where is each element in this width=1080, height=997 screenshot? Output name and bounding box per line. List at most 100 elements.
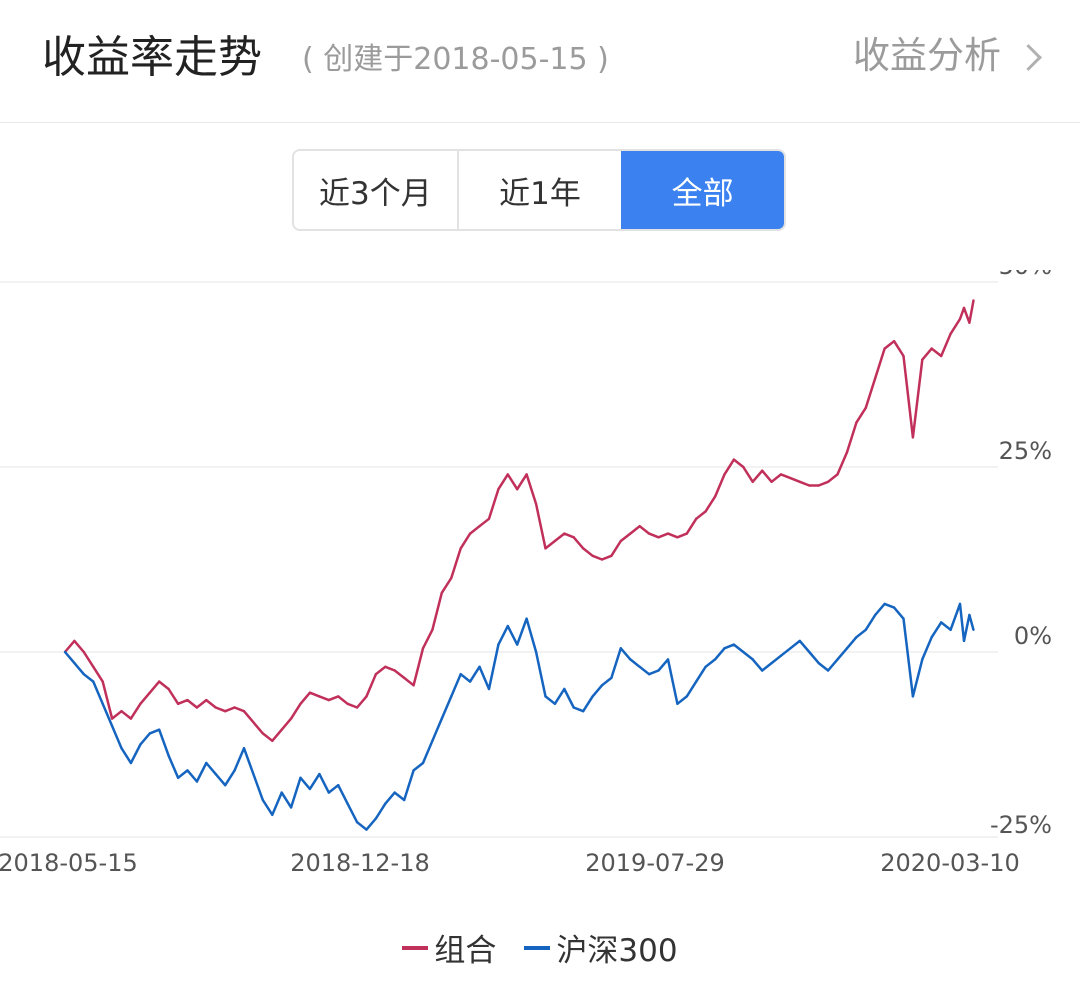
data-point-portfolio xyxy=(327,698,330,702)
period-tabs: 近3个月 近1年 全部 xyxy=(292,149,786,231)
data-point-csi300 xyxy=(855,636,858,639)
tab-all[interactable]: 全部 xyxy=(621,151,784,229)
data-point-portfolio xyxy=(337,695,340,698)
tab-1-year[interactable]: 近1年 xyxy=(456,151,622,229)
data-point-portfolio xyxy=(657,536,660,539)
data-point-portfolio xyxy=(638,525,641,528)
data-point-portfolio xyxy=(647,532,651,535)
data-point-csi300 xyxy=(487,687,491,691)
data-point-portfolio xyxy=(826,480,830,483)
data-point-portfolio xyxy=(384,665,387,668)
legend-item-portfolio[interactable]: 组合 xyxy=(402,925,496,970)
data-point-portfolio xyxy=(883,347,886,350)
legend-item-csi300[interactable]: 沪深300 xyxy=(524,925,678,970)
data-point-portfolio xyxy=(176,702,180,705)
return-analysis-link[interactable]: 收益分析 xyxy=(853,31,1042,81)
data-point-csi300 xyxy=(289,806,293,809)
data-point-portfolio xyxy=(972,299,975,302)
data-point-csi300 xyxy=(563,687,566,691)
data-point-csi300 xyxy=(327,791,330,794)
data-point-portfolio xyxy=(939,354,943,358)
data-point-csi300 xyxy=(299,776,302,779)
data-point-portfolio xyxy=(817,484,820,487)
data-point-csi300 xyxy=(751,658,754,661)
data-point-portfolio xyxy=(421,647,425,650)
data-point-csi300 xyxy=(308,787,312,791)
data-point-csi300 xyxy=(120,747,123,750)
data-point-csi300 xyxy=(742,650,745,654)
data-point-portfolio xyxy=(695,517,698,520)
y-tick-label: 25% xyxy=(999,437,1052,465)
data-point-csi300 xyxy=(798,639,802,643)
data-point-portfolio xyxy=(129,717,133,720)
data-point-csi300 xyxy=(393,791,396,794)
data-point-portfolio xyxy=(789,476,792,480)
data-point-portfolio xyxy=(581,547,585,550)
data-point-portfolio xyxy=(563,532,566,535)
data-point-csi300 xyxy=(968,613,971,617)
data-point-portfolio xyxy=(440,591,444,594)
data-point-portfolio xyxy=(525,473,528,476)
data-point-portfolio xyxy=(280,728,283,731)
data-point-portfolio xyxy=(459,547,462,550)
data-point-portfolio xyxy=(874,377,877,380)
page-title: 收益率走势 xyxy=(42,32,262,83)
tab-3-months[interactable]: 近3个月 xyxy=(294,151,457,229)
data-point-portfolio xyxy=(497,488,500,491)
data-point-csi300 xyxy=(158,728,161,731)
data-point-csi300 xyxy=(921,658,924,661)
data-point-csi300 xyxy=(939,621,943,624)
data-point-portfolio xyxy=(148,691,151,694)
data-point-portfolio xyxy=(742,465,745,469)
data-point-portfolio xyxy=(676,536,679,539)
data-point-portfolio xyxy=(478,525,481,528)
data-point-portfolio xyxy=(431,628,434,631)
data-point-csi300 xyxy=(421,761,425,765)
data-point-csi300 xyxy=(647,673,651,676)
data-point-portfolio xyxy=(798,480,802,483)
data-point-portfolio xyxy=(468,532,472,535)
data-point-portfolio xyxy=(544,547,547,550)
data-point-csi300 xyxy=(214,772,217,776)
data-point-csi300 xyxy=(271,813,274,816)
data-point-csi300 xyxy=(723,647,726,650)
data-point-portfolio xyxy=(836,473,839,476)
series-line-portfolio xyxy=(64,300,975,743)
data-point-csi300 xyxy=(553,702,557,705)
data-point-portfolio xyxy=(450,576,453,580)
data-point-csi300 xyxy=(355,821,359,824)
data-point-portfolio xyxy=(619,539,623,543)
data-point-csi300 xyxy=(365,828,368,831)
data-point-portfolio xyxy=(864,406,867,409)
data-point-csi300 xyxy=(713,658,717,661)
data-point-csi300 xyxy=(478,665,481,668)
data-point-csi300 xyxy=(610,676,613,680)
data-point-csi300 xyxy=(101,702,104,705)
data-point-csi300 xyxy=(374,817,378,820)
data-point-portfolio xyxy=(666,532,670,535)
data-point-csi300 xyxy=(73,661,76,665)
data-point-csi300 xyxy=(902,617,905,620)
data-point-portfolio xyxy=(930,347,933,350)
legend-swatch-portfolio xyxy=(402,945,429,950)
data-point-portfolio xyxy=(506,473,509,476)
data-point-csi300 xyxy=(958,602,962,606)
data-point-csi300 xyxy=(440,717,444,720)
data-point-portfolio xyxy=(713,495,717,498)
data-point-csi300 xyxy=(600,684,604,687)
data-point-csi300 xyxy=(638,665,641,668)
data-point-portfolio xyxy=(962,306,966,310)
data-point-portfolio xyxy=(921,358,924,361)
data-point-csi300 xyxy=(695,680,698,683)
data-point-csi300 xyxy=(63,650,67,654)
data-point-portfolio xyxy=(393,669,396,672)
data-point-csi300 xyxy=(431,739,434,742)
return-trend-chart: 50% 25% 0% -25% 2018-05-15 2018-12-18 2019-07-… xyxy=(0,270,1052,877)
data-point-portfolio xyxy=(101,680,104,683)
data-point-portfolio xyxy=(591,554,594,557)
data-point-portfolio xyxy=(487,517,491,520)
data-point-portfolio xyxy=(374,673,378,676)
data-point-portfolio xyxy=(402,676,406,680)
data-point-portfolio xyxy=(412,684,415,687)
data-point-csi300 xyxy=(412,769,415,772)
